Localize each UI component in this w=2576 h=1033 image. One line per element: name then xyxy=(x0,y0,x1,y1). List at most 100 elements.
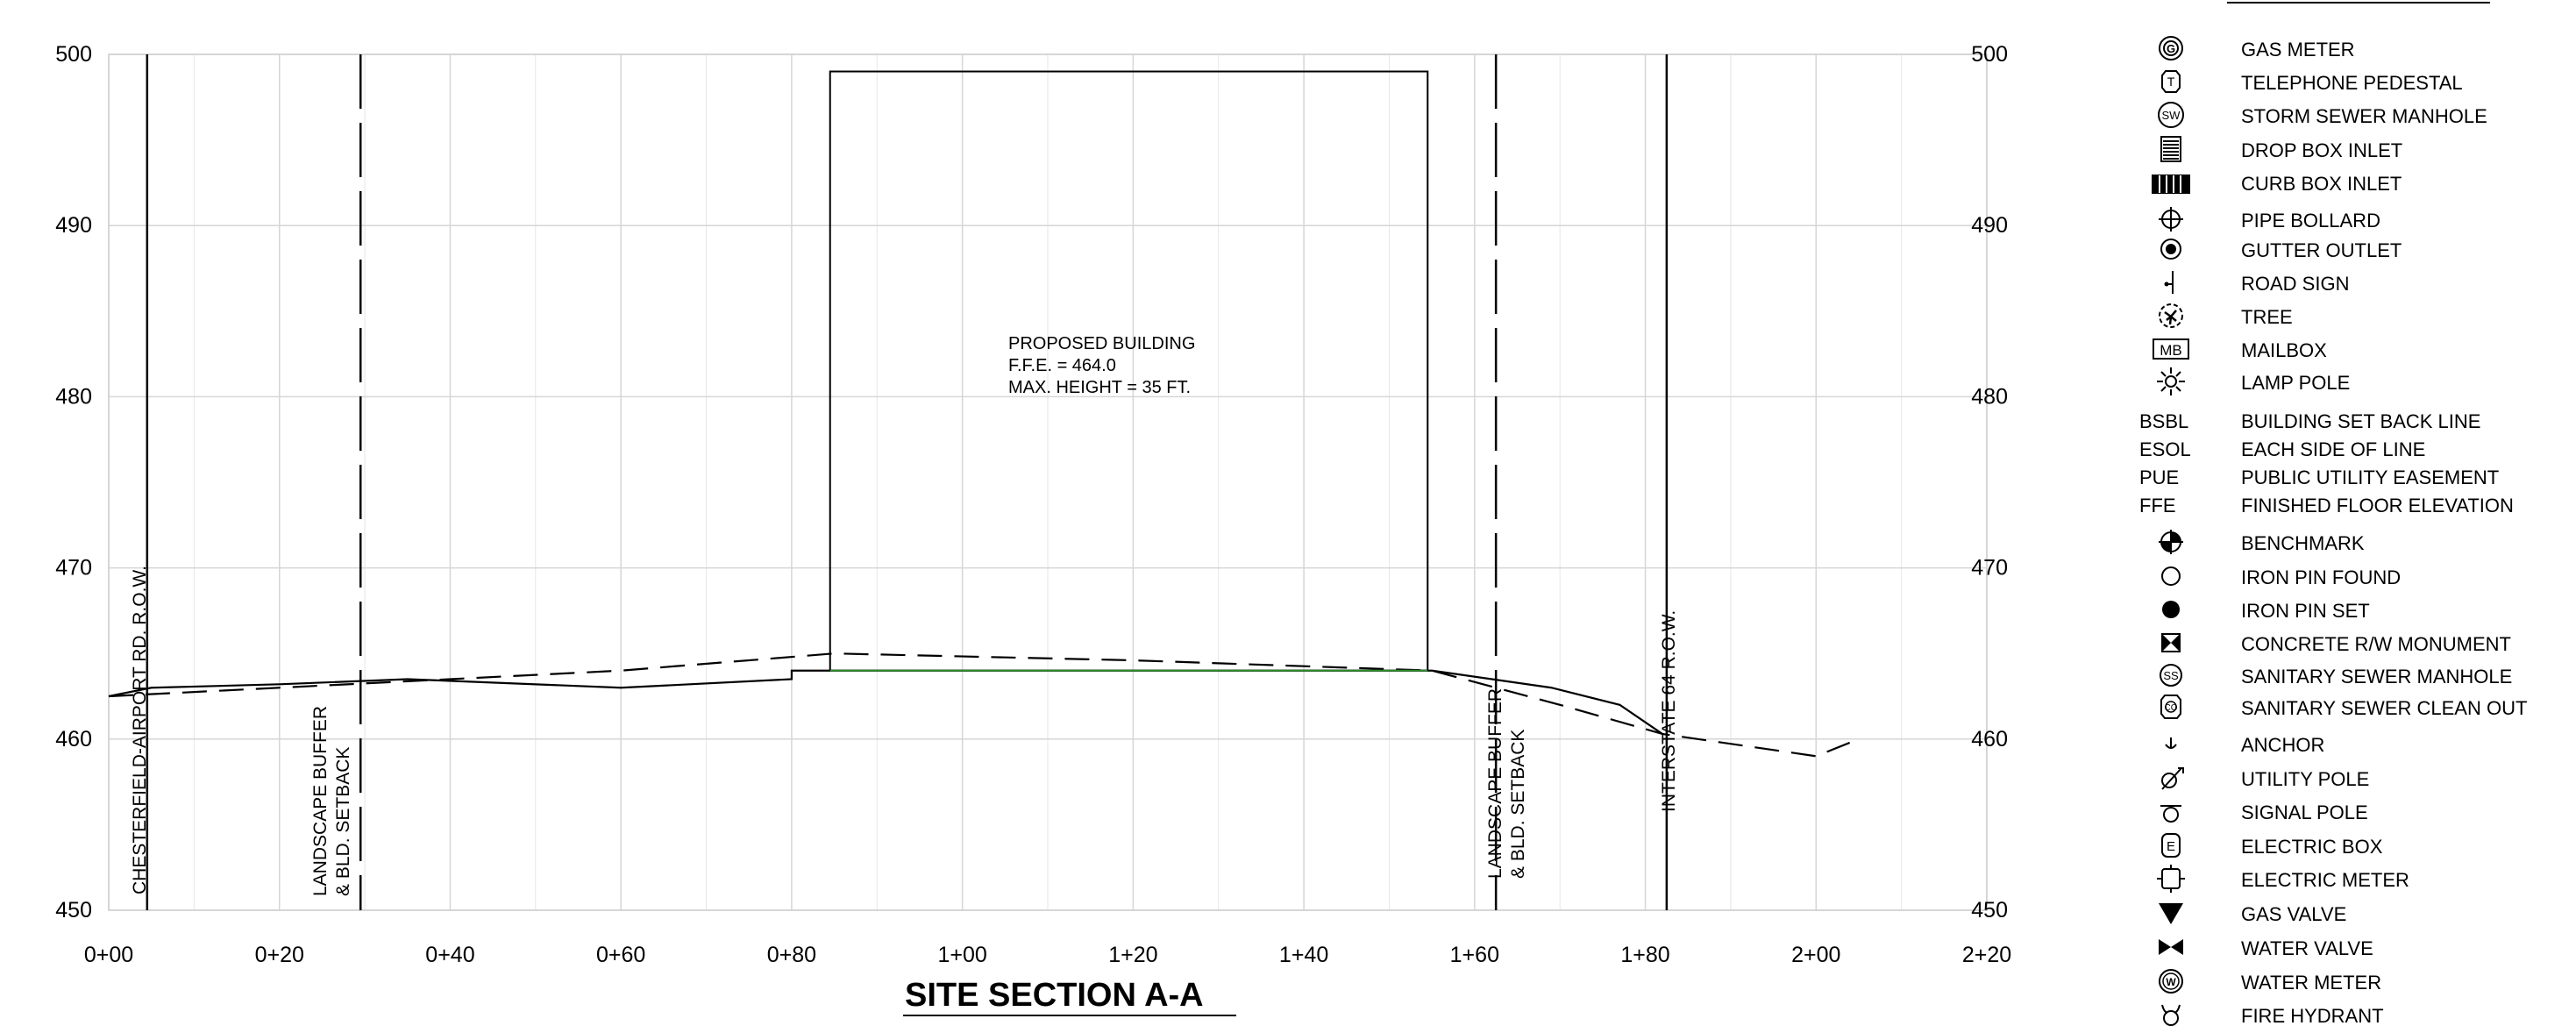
building-label-height: MAX. HEIGHT = 35 FT. xyxy=(1008,378,1191,397)
legend-item: SS SANITARY SEWER MANHOLE xyxy=(2139,660,2576,690)
legend-item: DROP BOX INLET xyxy=(2139,134,2576,164)
legend-item: T TELEPHONE PEDESTAL xyxy=(2139,67,2576,96)
utility-pole-icon xyxy=(2152,763,2190,793)
legend-item: CO SANITARY SEWER CLEAN OUT xyxy=(2139,692,2576,722)
building-label-name: PROPOSED BUILDING xyxy=(1008,334,1195,353)
legend-item: WATER VALVE xyxy=(2139,932,2576,962)
lamp-pole-icon xyxy=(2152,367,2190,396)
legend-item: BENCHMARK xyxy=(2139,527,2576,557)
y-tick-label-right: 490 xyxy=(1971,213,2008,238)
y-tick-label-right: 450 xyxy=(1971,898,2008,923)
legend-label: SANITARY SEWER CLEAN OUT xyxy=(2241,697,2528,719)
svg-text:SS: SS xyxy=(2163,669,2179,682)
legend-item: IRON PIN SET xyxy=(2139,595,2576,624)
existing-grade-line xyxy=(108,652,1860,758)
svg-text:T: T xyxy=(2167,75,2175,89)
legend-item: SW STORM SEWER MANHOLE xyxy=(2139,100,2576,130)
curb-box-inlet-icon xyxy=(2152,167,2190,197)
plot-frame xyxy=(108,53,1988,911)
y-tick-label-right: 480 xyxy=(1971,384,2008,409)
legend-label: GAS VALVE xyxy=(2241,903,2347,925)
legend-label: LAMP POLE xyxy=(2241,372,2351,394)
legend-label: CONCRETE R/W MONUMENT xyxy=(2241,633,2511,655)
sanitary-sewer-cleanout-icon: CO xyxy=(2152,692,2190,722)
benchmark-icon xyxy=(2152,527,2190,557)
right-buffer-label-line1: LANDSCAPE BUFFER xyxy=(1485,688,1505,879)
legend-item: FFE FINISHED FLOOR ELEVATION xyxy=(2139,489,2576,519)
legend-label: WATER METER xyxy=(2241,972,2382,994)
legend-item: UTILITY POLE xyxy=(2139,763,2576,793)
legend-item: CURB BOX INLET xyxy=(2139,167,2576,197)
right-of-way-lines xyxy=(146,54,1669,910)
legend-label: TREE xyxy=(2241,306,2293,328)
legend-abbreviation: ESOL xyxy=(2139,438,2191,460)
x-tick-label: 1+80 xyxy=(1620,943,1669,967)
legend-item: ANCHOR xyxy=(2139,729,2576,759)
legend-label: IRON PIN FOUND xyxy=(2241,566,2402,588)
legend-item: PIPE BOLLARD xyxy=(2139,204,2576,234)
legend-label: DROP BOX INLET xyxy=(2241,139,2403,161)
site-section-diagram: 0+00 0+20 0+40 0+60 0+80 1+00 1+20 1+40 1+60 1+80… xyxy=(55,42,2011,1016)
legend-item: SIGNAL POLE xyxy=(2139,796,2576,826)
legend-label: GUTTER OUTLET xyxy=(2241,239,2402,261)
legend-label: MAILBOX xyxy=(2241,339,2327,361)
x-tick-label: 0+60 xyxy=(596,943,645,967)
x-tick-label: 1+00 xyxy=(937,943,986,967)
x-tick-label: 0+00 xyxy=(84,943,133,967)
pipe-bollard-icon xyxy=(2152,204,2190,234)
legend-item: IRON PIN FOUND xyxy=(2139,561,2576,591)
building-label-ffe: F.F.E. = 464.0 xyxy=(1008,356,1116,375)
legend-item: ESOL EACH SIDE OF LINE xyxy=(2139,433,2576,463)
electric-box-icon: E xyxy=(2152,830,2190,860)
legend-item: MB MAILBOX xyxy=(2139,334,2576,364)
road-sign-icon xyxy=(2152,267,2190,297)
legend-item: TREE xyxy=(2139,301,2576,331)
gas-valve-icon xyxy=(2152,898,2190,928)
x-tick-label: 1+20 xyxy=(1108,943,1157,967)
right-buffer-label-line2: & BLD. SETBACK xyxy=(1508,730,1528,879)
legend-label: ANCHOR xyxy=(2241,734,2325,756)
legend-label: ELECTRIC BOX xyxy=(2241,836,2383,858)
drop-box-inlet-icon xyxy=(2152,134,2190,164)
legend-label: STORM SEWER MANHOLE xyxy=(2241,105,2487,127)
legend-item: CONCRETE R/W MONUMENT xyxy=(2139,628,2576,658)
legend-item: G GAS METER xyxy=(2139,33,2576,63)
iron-pin-found-icon xyxy=(2152,561,2190,591)
tree-icon xyxy=(2152,301,2190,331)
axis-tick-labels: 0+00 0+20 0+40 0+60 0+80 1+00 1+20 1+40 1+60 1+80… xyxy=(55,42,2011,967)
legend-label: IRON PIN SET xyxy=(2241,600,2370,622)
y-tick-label-left: 470 xyxy=(55,556,92,581)
section-title: SITE SECTION A-A xyxy=(905,977,1204,1014)
legend-label: FIRE HYDRANT xyxy=(2241,1005,2384,1027)
x-tick-label: 1+40 xyxy=(1279,943,1328,967)
svg-text:MB: MB xyxy=(2160,342,2182,359)
legend-label: TELEPHONE PEDESTAL xyxy=(2241,72,2463,94)
legend-label: SIGNAL POLE xyxy=(2241,801,2368,823)
svg-text:SW: SW xyxy=(2162,109,2181,122)
legend-label: CURB BOX INLET xyxy=(2241,173,2402,195)
right-row-label: INTERSTATE 64 R.O.W. xyxy=(1659,610,1679,812)
y-tick-label-left: 460 xyxy=(55,727,92,752)
concrete-monument-icon xyxy=(2152,628,2190,658)
left-buffer-label-line2: & BLD. SETBACK xyxy=(333,747,353,896)
x-tick-label: 0+80 xyxy=(767,943,816,967)
legend-top-rule xyxy=(2227,2,2490,4)
svg-text:W: W xyxy=(2166,976,2176,988)
legend-label: ROAD SIGN xyxy=(2241,273,2350,295)
x-tick-label: 0+20 xyxy=(255,943,304,967)
legend-label: GAS METER xyxy=(2241,39,2355,61)
svg-text:E: E xyxy=(2167,839,2175,854)
legend-item: ROAD SIGN xyxy=(2139,267,2576,297)
legend-label: EACH SIDE OF LINE xyxy=(2241,438,2426,460)
y-tick-label-left: 500 xyxy=(55,42,92,67)
signal-pole-icon xyxy=(2152,796,2190,826)
proposed-grade-line xyxy=(108,669,1663,735)
legend-item: E ELECTRIC BOX xyxy=(2139,830,2576,860)
mailbox-icon: MB xyxy=(2152,334,2190,364)
fire-hydrant-icon xyxy=(2152,1000,2190,1029)
legend-label: BUILDING SET BACK LINE xyxy=(2241,410,2481,432)
legend-label: FINISHED FLOOR ELEVATION xyxy=(2241,495,2514,516)
x-tick-label: 2+20 xyxy=(1962,943,2011,967)
svg-text:CO: CO xyxy=(2165,703,2178,713)
x-tick-label: 2+00 xyxy=(1791,943,1840,967)
